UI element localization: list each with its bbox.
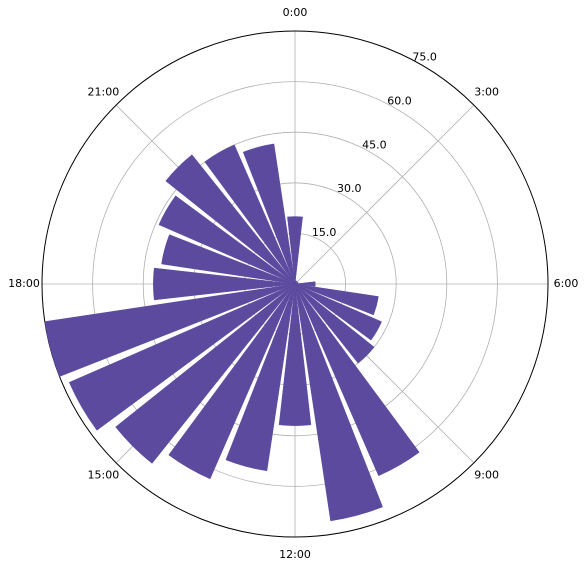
bar: [44, 283, 296, 377]
radial-grid-line: [92, 81, 498, 487]
bar: [165, 154, 296, 285]
bar: [168, 283, 296, 480]
bar: [294, 283, 375, 364]
bar: [153, 267, 296, 301]
r-tick-label: 15.0: [312, 226, 337, 239]
r-tick-label: 30.0: [337, 182, 362, 195]
angle-grid-line: [294, 104, 475, 285]
angle-tick-label: 3:00: [474, 85, 499, 98]
angle-tick-label: 18:00: [8, 277, 40, 290]
angle-tick-label: 6:00: [554, 277, 579, 290]
bar: [68, 283, 296, 431]
bar: [115, 283, 296, 464]
bar: [242, 143, 296, 285]
angle-tick-label: 9:00: [474, 469, 499, 482]
bar: [225, 283, 296, 472]
angle-tick-label: 0:00: [283, 6, 308, 19]
bar: [294, 283, 382, 341]
angle-tick-label: 12:00: [279, 548, 311, 561]
bar: [161, 234, 296, 285]
bar: [294, 281, 316, 287]
polar-frame: [41, 30, 549, 538]
angle-tick-label: 15:00: [88, 469, 120, 482]
bar: [158, 195, 296, 285]
bar: [294, 283, 420, 477]
radial-grid-line: [142, 131, 448, 437]
bar: [204, 144, 296, 285]
r-tick-label: 45.0: [362, 138, 387, 151]
r-tick-label: 75.0: [412, 50, 437, 63]
bar: [287, 216, 303, 285]
bar: [294, 283, 379, 316]
r-tick-label: 60.0: [387, 94, 412, 107]
bar: [294, 283, 383, 522]
bar: [278, 283, 312, 426]
angle-tick-label: 21:00: [88, 85, 120, 98]
